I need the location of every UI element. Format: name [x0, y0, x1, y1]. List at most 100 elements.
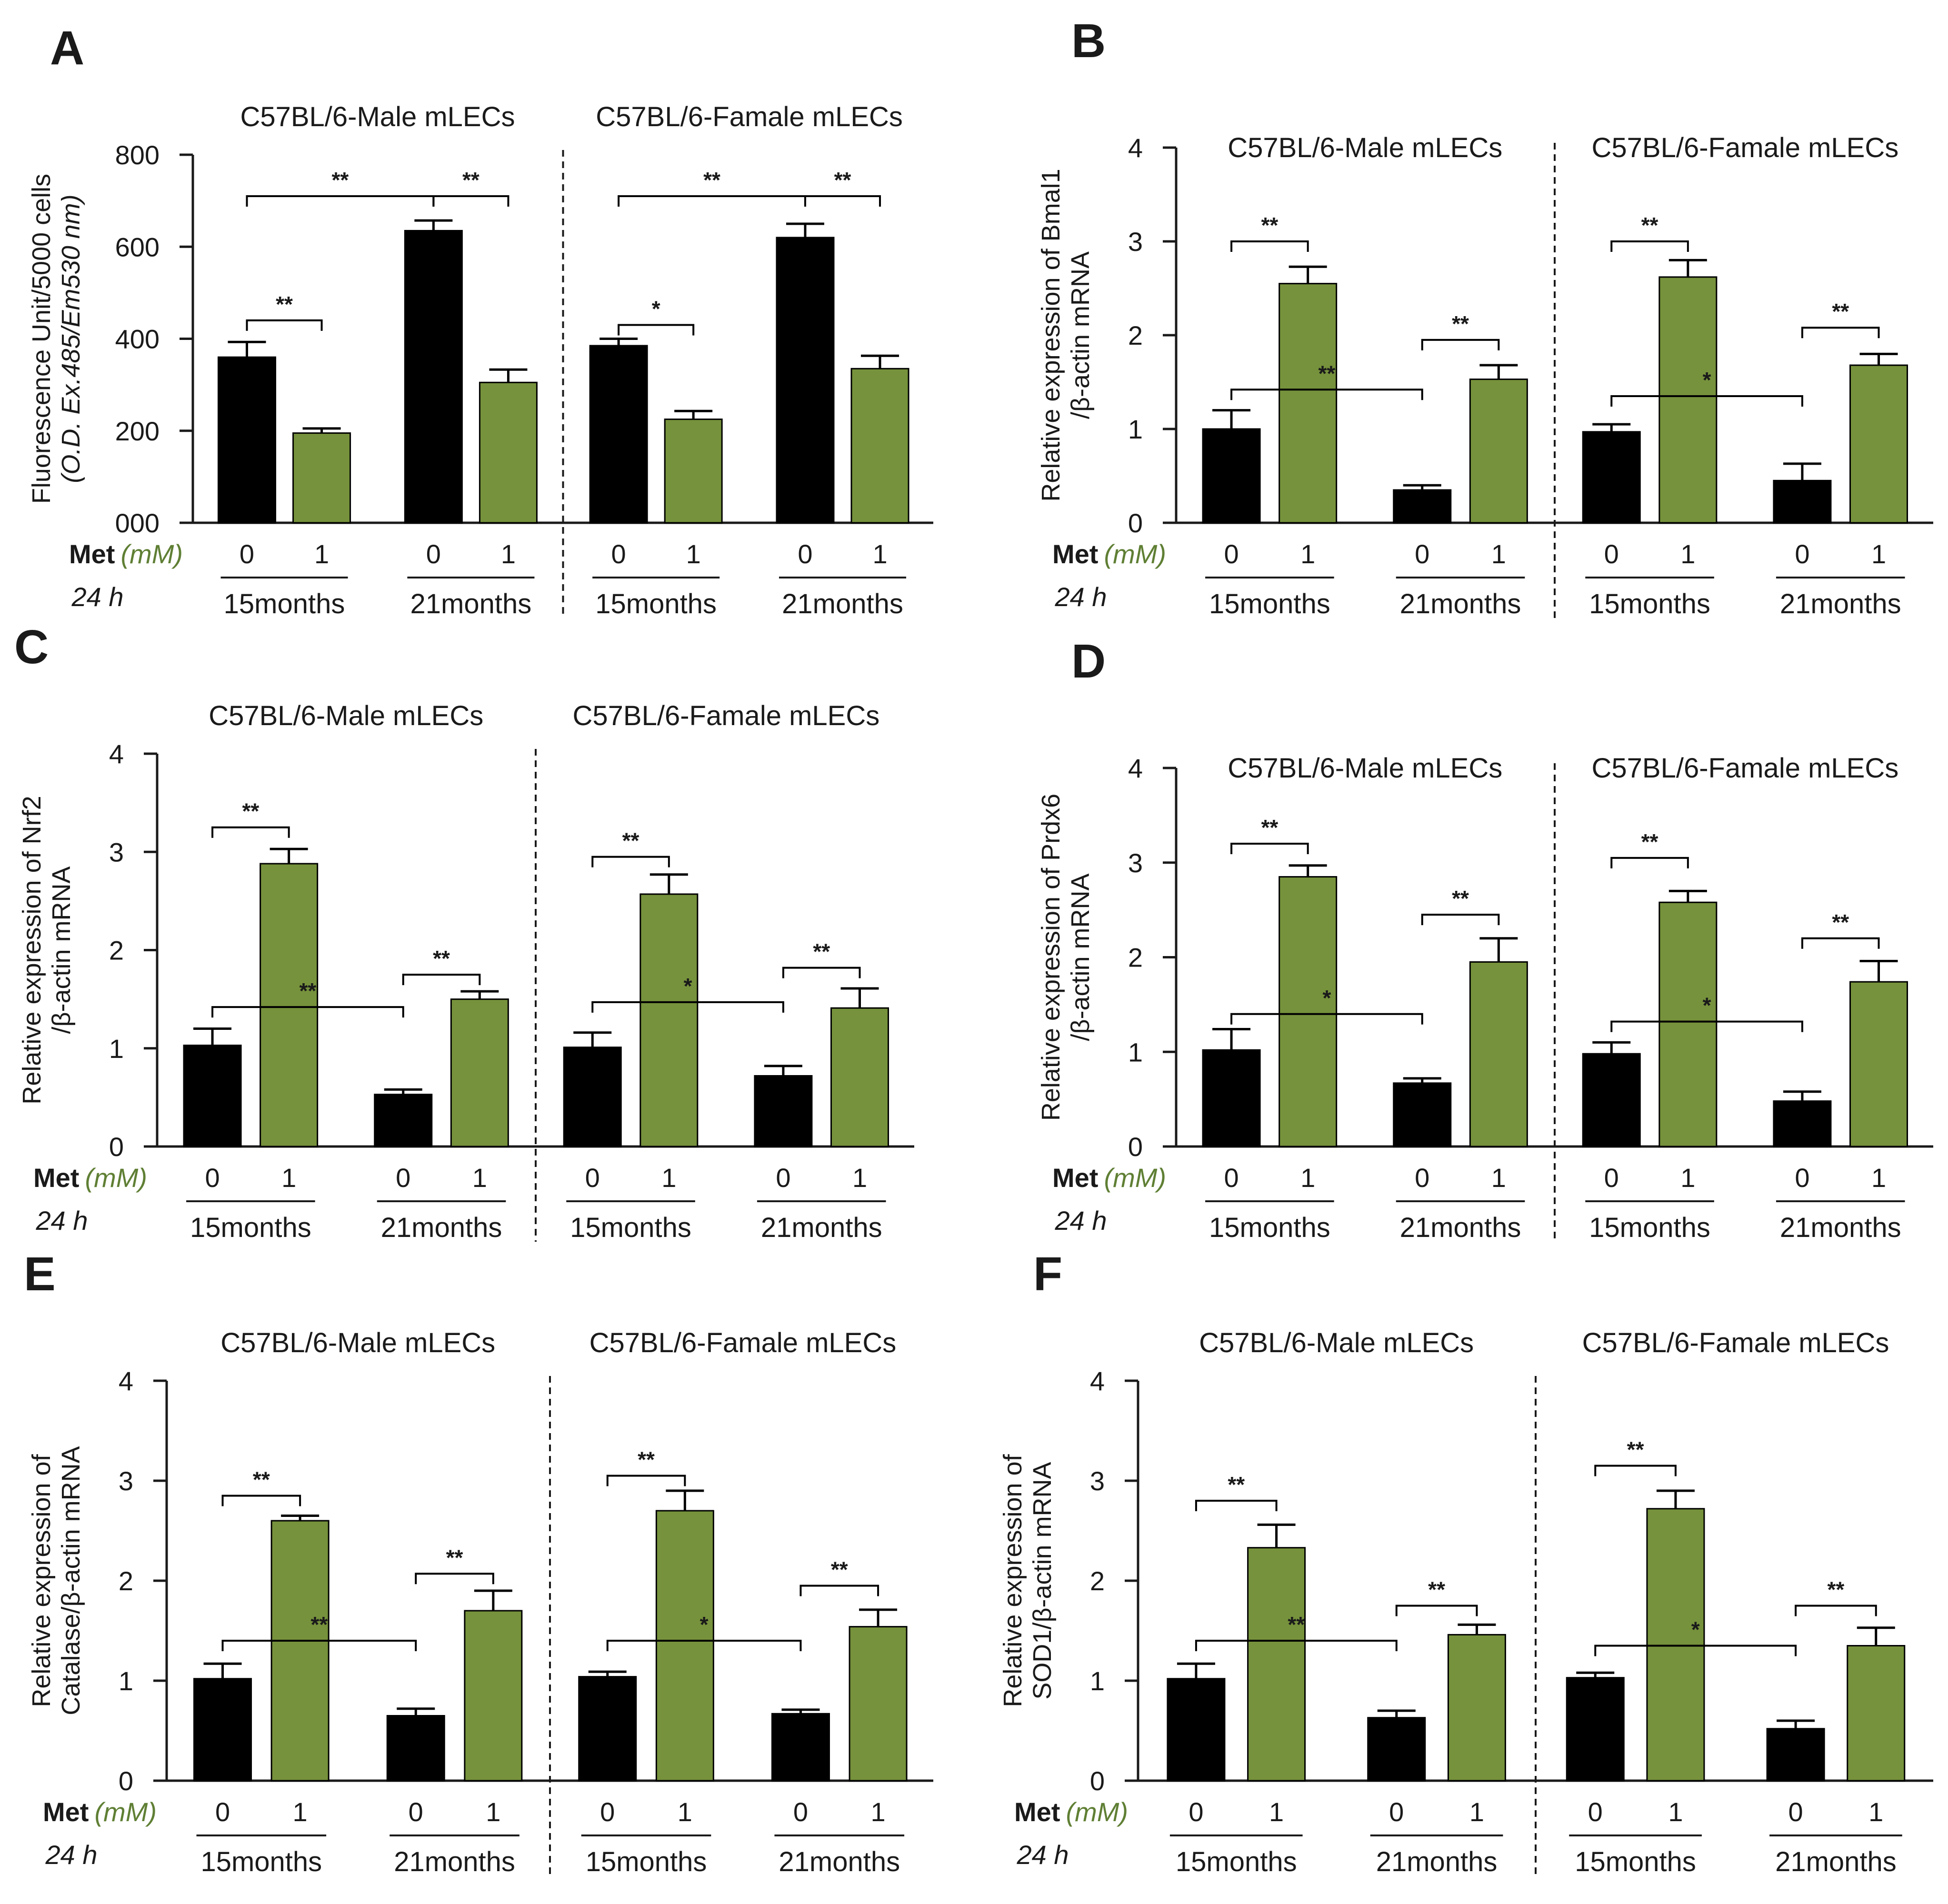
age-label: 15months	[190, 1212, 311, 1243]
met-label: Met (mM)	[1014, 1797, 1128, 1827]
significance-label: **	[1452, 886, 1469, 911]
bar	[1393, 1082, 1452, 1147]
time-label: 24 h	[1055, 582, 1107, 612]
dose-label: 0	[611, 539, 626, 569]
significance-bracket	[1195, 1500, 1278, 1511]
age-label: 21months	[1400, 588, 1521, 619]
y-axis-label: Relative expression of Prdx6	[1037, 794, 1065, 1121]
dose-label: 1	[281, 1163, 296, 1193]
significance-bracket	[782, 967, 861, 978]
age-label: 15months	[1176, 1846, 1297, 1877]
bar	[1847, 1645, 1906, 1782]
significance-bracket	[246, 195, 435, 207]
significance-bracket	[591, 856, 670, 867]
y-tick-label: 0	[1128, 1132, 1143, 1162]
bar	[1279, 283, 1338, 524]
significance-label: *	[1703, 993, 1711, 1018]
significance-bracket	[618, 195, 806, 207]
time-label: 24 h	[71, 582, 124, 612]
dose-label: 0	[1795, 539, 1809, 569]
bar	[1582, 431, 1641, 524]
significance-bracket	[1610, 395, 1803, 407]
bar	[1247, 1547, 1306, 1782]
bar	[1849, 364, 1908, 524]
significance-label: **	[332, 168, 349, 192]
group-title: C57BL/6-Male mLECs	[1199, 1327, 1474, 1358]
met-unit-text: (mM)	[85, 1163, 147, 1193]
y-tick-label: 1	[1128, 414, 1143, 444]
dose-label: 1	[1300, 539, 1315, 569]
group-title: C57BL/6-Famale mLECs	[589, 1327, 897, 1358]
panel-D: D 0 1 2 3 4 Relative expression of Prdx6/β-act…	[1037, 635, 1933, 1243]
dose-label: 1	[1871, 539, 1886, 569]
bar	[292, 432, 351, 524]
significance-bracket	[221, 1495, 301, 1506]
significance-label: *	[1703, 368, 1711, 392]
significance-label: **	[1288, 1612, 1305, 1637]
significance-bracket	[1610, 240, 1689, 252]
significance-bracket	[415, 1573, 494, 1585]
significance-label: **	[703, 168, 720, 192]
significance-bracket	[1395, 1605, 1478, 1616]
dose-label: 1	[486, 1797, 500, 1827]
dose-label: 0	[1788, 1797, 1803, 1827]
significance-label: **	[1627, 1437, 1644, 1462]
significance-bracket	[804, 195, 881, 207]
age-label: 21months	[1780, 1212, 1901, 1243]
dose-label: 0	[1389, 1797, 1404, 1827]
dose-label: 0	[1604, 539, 1619, 569]
significance-bracket	[432, 195, 509, 207]
significance-bracket	[1801, 327, 1880, 339]
bar	[589, 345, 648, 524]
y-tick-label: 2	[1128, 943, 1143, 973]
bar	[1167, 1678, 1226, 1782]
significance-bracket	[618, 324, 695, 336]
dose-label: 1	[472, 1163, 487, 1193]
y-tick-label: 2	[1090, 1566, 1105, 1596]
dose-label: 0	[1415, 539, 1429, 569]
y-tick-label: 600	[115, 232, 160, 262]
met-unit-text: (mM)	[120, 539, 183, 569]
y-tick-label: 0	[1128, 508, 1143, 538]
met-label-text: Met	[1052, 539, 1098, 569]
bar	[479, 381, 538, 524]
bar	[1469, 961, 1528, 1147]
bar	[1447, 1634, 1506, 1782]
y-tick-label: 1	[1090, 1666, 1105, 1696]
y-axis-label: Catalase/β-actin mRNA	[57, 1446, 85, 1715]
significance-bracket	[246, 319, 323, 331]
y-axis-label: /β-actin mRNA	[1066, 251, 1095, 419]
dose-label: 1	[1469, 1797, 1484, 1827]
significance-label: *	[700, 1612, 709, 1637]
y-tick-label: 0	[1090, 1766, 1105, 1796]
y-tick-label: 4	[119, 1366, 133, 1396]
age-label: 21months	[410, 588, 532, 619]
y-tick-label: 3	[1090, 1466, 1105, 1496]
dose-label: 0	[600, 1797, 615, 1827]
significance-label: **	[1319, 361, 1336, 386]
met-label: Met (mM)	[33, 1163, 147, 1193]
group-title: C57BL/6-Famale mLECs	[573, 700, 880, 731]
met-unit-text: (mM)	[1104, 1163, 1166, 1193]
dose-label: 1	[678, 1797, 692, 1827]
group-title: C57BL/6-Male mLECs	[220, 1327, 495, 1358]
bar	[374, 1094, 433, 1147]
dose-label: 0	[1189, 1797, 1203, 1827]
time-label: 24 h	[1055, 1206, 1107, 1236]
bar	[386, 1715, 445, 1782]
bar	[771, 1713, 830, 1782]
significance-label: **	[638, 1447, 655, 1472]
age-label: 15months	[570, 1212, 691, 1243]
age-label: 15months	[200, 1846, 322, 1877]
dose-label: 0	[240, 539, 254, 569]
dose-label: 0	[1795, 1163, 1809, 1193]
age-label: 21months	[1775, 1846, 1897, 1877]
significance-label: **	[1452, 311, 1469, 336]
y-axis-label: SOD1/β-actin mRNA	[1028, 1462, 1057, 1699]
significance-bracket	[402, 974, 481, 986]
significance-bracket	[1421, 339, 1500, 350]
dose-label: 0	[793, 1797, 808, 1827]
significance-label: **	[300, 978, 317, 1003]
bar	[450, 998, 509, 1147]
